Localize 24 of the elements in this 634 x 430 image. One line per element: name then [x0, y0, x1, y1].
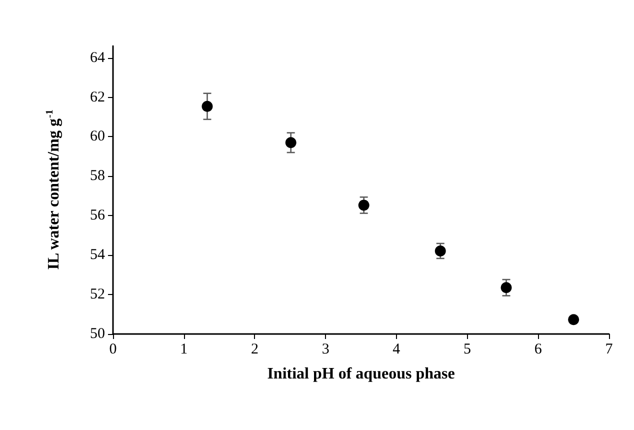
y-tick-label: 54 [90, 247, 106, 264]
y-tick-label: 50 [90, 326, 105, 342]
x-tick-label: 4 [392, 342, 401, 358]
y-tick-label: 58 [90, 168, 105, 184]
x-tick-label: 5 [464, 342, 472, 358]
y-tick-label: 64 [90, 50, 106, 66]
y-tick-label: 62 [90, 89, 105, 106]
x-tick-label: 6 [534, 342, 542, 358]
x-tick-label: 0 [109, 342, 117, 358]
x-tick-label: 3 [322, 342, 330, 358]
x-axis-title: Initial pH of aqueous phase [267, 366, 455, 382]
y-tick-label: 52 [90, 286, 105, 303]
y-axis-title: IL water content/mg g-1 [44, 110, 62, 270]
y-tick-label: 60 [90, 128, 105, 145]
point [358, 200, 370, 211]
point [285, 137, 296, 148]
point [202, 100, 213, 112]
x-tick-label: 1 [180, 342, 188, 358]
x-tick-label: 7 [605, 342, 614, 358]
y-tick-label: 56 [90, 208, 106, 224]
point [500, 282, 512, 294]
point [568, 314, 580, 326]
x-tick-label: 2 [250, 342, 258, 358]
point [434, 245, 446, 256]
